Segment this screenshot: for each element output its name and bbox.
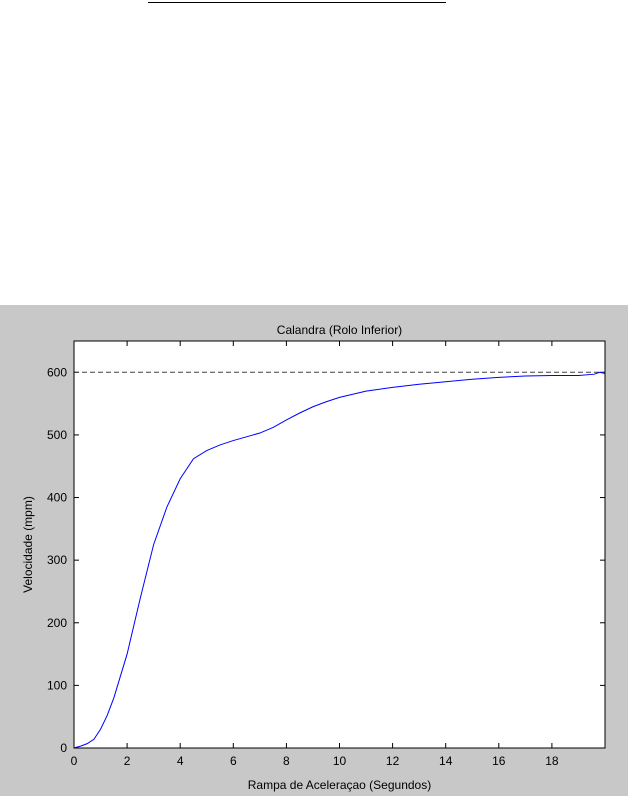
x-tick-label: 6	[230, 754, 237, 768]
x-tick-label: 10	[333, 754, 347, 768]
y-tick-label: 0	[60, 741, 67, 755]
y-tick-label: 400	[47, 491, 67, 505]
y-tick-label: 600	[47, 365, 67, 379]
plot-area	[74, 341, 605, 748]
chart-title: Calandra (Rolo Inferior)	[277, 323, 402, 337]
x-tick-label: 14	[439, 754, 453, 768]
y-axis-label: Velocidade (mpm)	[21, 496, 35, 593]
figure-panel: 0 2 4 6 8 10 12 14 16 18 0 100 200 300 400 500 600 Calan…	[0, 305, 628, 796]
x-tick-label: 4	[177, 754, 184, 768]
x-tick-label: 18	[545, 754, 559, 768]
x-tick-label: 12	[386, 754, 400, 768]
x-tick-label: 2	[124, 754, 131, 768]
x-tick-label: 8	[283, 754, 290, 768]
top-divider-line	[148, 2, 446, 3]
x-axis-label: Rampa de Aceleraçao (Segundos)	[248, 778, 431, 792]
plot-frame	[73, 340, 606, 749]
series-line	[73, 371, 606, 749]
y-tick-label: 500	[47, 428, 67, 442]
y-tick-label: 200	[47, 616, 67, 630]
tick-labels: 0 2 4 6 8 10 12 14 16 18 0 100 200 300 400 500 600	[47, 365, 559, 768]
x-tick-label: 0	[71, 754, 78, 768]
x-tick-label: 16	[492, 754, 506, 768]
y-tick-label: 300	[47, 553, 67, 567]
y-tick-label: 100	[47, 678, 67, 692]
line-chart: 0 2 4 6 8 10 12 14 16 18 0 100 200 300 400 500 600 Calan…	[0, 305, 628, 796]
